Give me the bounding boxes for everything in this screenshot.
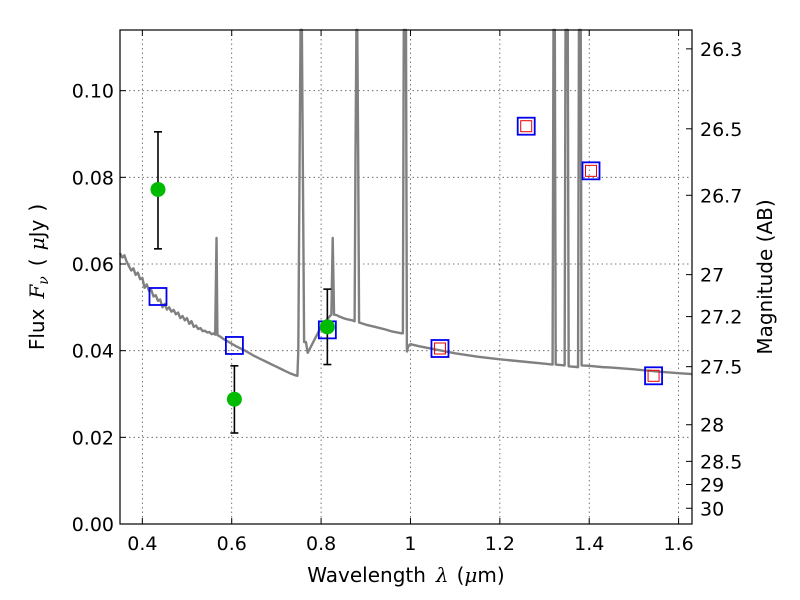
x-tick-label: 0.6 [217,533,247,555]
model-band-square [516,116,536,136]
x-tick-label: 0.8 [306,533,336,555]
y-tick-label: 0.02 [72,427,114,449]
plot-frame [119,29,693,525]
mag-tick-label: 27.5 [700,357,742,379]
model-spectrum-line [118,28,693,377]
x-tick-label: 1.6 [663,533,693,555]
x-tick-label: 0.4 [127,533,157,555]
mag-tick-label: 27 [700,265,724,287]
observed-point [150,181,166,197]
y-tick-label: 0.10 [72,81,114,103]
x-axis-title: Wavelength λ (μm) [307,563,504,587]
upper-limit-square [585,164,598,177]
y-axis-title: FluxFν(μJy) [25,204,52,350]
mag-tick-label: 26.7 [700,185,742,207]
model-band-square [224,336,244,355]
x-tick-label: 1 [404,533,416,555]
observed-point [319,319,335,335]
upper-limit-square [647,369,660,382]
model-band-square [581,161,601,181]
observed-point [226,391,242,407]
mag-tick-label: 28.5 [700,451,742,473]
mag-tick-label: 29 [700,474,724,496]
upper-limit-square [433,342,446,355]
y2-axis-title: Magnitude (AB) [753,199,777,354]
mag-tick-label: 28 [700,415,724,437]
mag-tick-label: 27.2 [700,307,742,329]
y-tick-label: 0.06 [72,254,114,276]
y-tick-label: 0.04 [72,341,114,363]
x-tick-label: 1.4 [574,533,604,555]
mag-tick-label: 26.5 [700,119,742,141]
model-band-square [430,339,450,358]
mag-tick-label: 30 [700,498,724,520]
y-tick-label: 0.00 [72,514,114,536]
upper-limit-square [520,120,533,133]
y-tick-label: 0.08 [72,167,114,189]
model-band-square [644,366,663,386]
model-band-square [148,287,168,306]
axis-ticks: 0.4 0.6 0.8 1 1.2 1.4 1.6 0.00 0.02 0.04 0.06 0.08 0… [72,30,742,555]
x-tick-label: 1.2 [485,533,515,555]
mag-tick-label: 26.3 [700,39,742,61]
